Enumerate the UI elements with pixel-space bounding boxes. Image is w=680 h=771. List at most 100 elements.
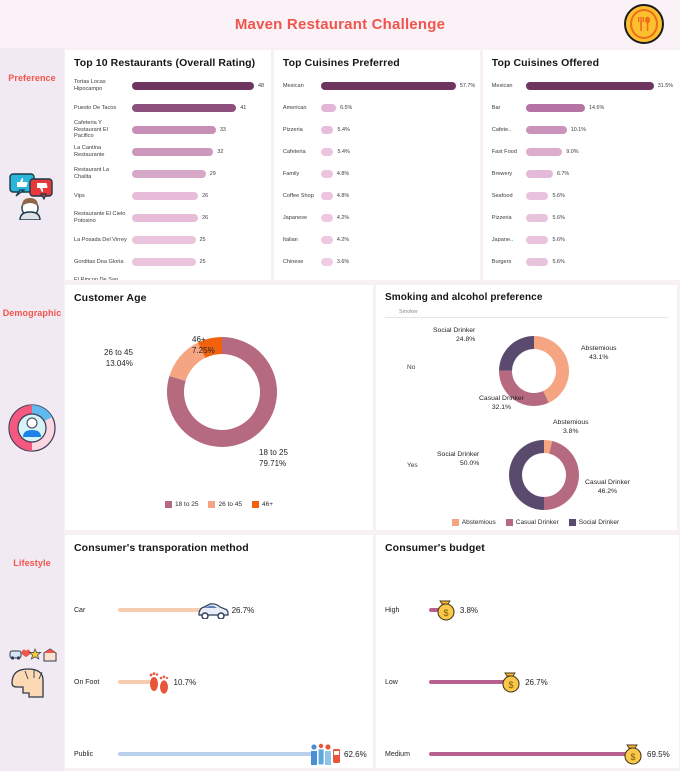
chart-top-restaurants: Tortas Locas Hipocampo 48 Puesto De Tacos 4… (74, 75, 264, 280)
lifestyle-row: Lifestyle Con (0, 533, 680, 771)
bar-track: 5.6% (525, 192, 680, 200)
bar-value-label: 3.6% (336, 259, 350, 265)
panel-title-smoking-alcohol: Smoking and alcohol preference (385, 292, 543, 303)
bar-category-label: Family (282, 170, 300, 177)
bar-pill (320, 148, 334, 156)
lifestyle-value-label: 26.7% (525, 677, 548, 687)
bar-pill (525, 126, 567, 134)
lifestyle-row: High $3.8% (385, 574, 670, 646)
sidebar-section-preference[interactable]: Preference (0, 48, 64, 283)
chart-cuisines-preferred: Mexican 57.7% American 6.5% Pizzeria 5.4% Cafe… (282, 75, 475, 280)
bar-track: 9.0% (525, 148, 680, 156)
bar-row: Italian 4.2% (283, 229, 471, 251)
lifestyle-bar (118, 608, 202, 612)
bar-value-label: 26 (202, 193, 209, 199)
chart-budget: High $3.8% Low $26.7% Medium $69.5% (385, 560, 670, 765)
bar-pill (320, 104, 337, 112)
legend-label: 46+ (261, 501, 274, 508)
lifestyle-bar (118, 680, 152, 684)
bar-value-label: 6.7% (556, 171, 570, 177)
bar-row: Fast Food 9.0% (492, 141, 680, 163)
donut-slice (509, 440, 544, 510)
bar-category-label: La Posada Del Virrey (74, 236, 127, 243)
bar-row: Seafood 5.6% (492, 185, 680, 207)
legend-drinker-item[interactable]: Abstemious (451, 519, 496, 526)
bar-value-label: 5.4% (337, 127, 350, 133)
legend-swatch (451, 519, 459, 526)
sidebar-item-label-lifestyle: Lifestyle (13, 558, 51, 568)
bar-category-label: Coffee Shop (282, 192, 314, 199)
restaurant-cutlery-logo (624, 4, 664, 44)
bar-value-label: 31.5% (657, 83, 674, 89)
donut-slice (169, 342, 206, 381)
donut-slice (167, 337, 277, 447)
bar-category-label: Bar (491, 104, 501, 111)
smoker-yes-label-social: Social Drinker 50.0% (437, 451, 480, 468)
lifestyle-value-label: 69.5% (647, 749, 670, 759)
sidebar-section-demographic[interactable]: Demographic (0, 283, 64, 533)
bar-value-label: 4.8% (336, 193, 350, 199)
lifestyle-category-label: Medium (385, 750, 410, 758)
bar-value-label: 5.4% (337, 149, 350, 155)
smoker-no-label-social: Social Drinker 24.8% (433, 327, 476, 344)
legend-label: Casual Drinker (515, 519, 559, 526)
bar-row: Burgers 5.6% (492, 251, 680, 273)
bar-row: Family 4.8% (283, 163, 471, 185)
public-transport-people-icon (308, 742, 342, 766)
bar-track: 25 (132, 258, 262, 266)
bar-value-label: 6.5% (340, 105, 353, 111)
smoker-no-label-casual: Casual Drinker 32.1% (479, 395, 524, 412)
lifestyle-category-label: High (385, 606, 400, 614)
legend-age-item[interactable]: 46+ (251, 501, 274, 508)
bar-value-label: 14.6% (589, 105, 605, 111)
bar-row: Cafeteria Y Restaurant El Pacifico 33 (74, 119, 262, 141)
bar-value-label: 4.2% (336, 237, 350, 243)
lifestyle-bar (429, 608, 440, 612)
bar-category-label: El Rincon De San Francisco (74, 277, 132, 280)
lifestyle-track: 26.7% (118, 601, 364, 619)
bar-value-label: 29 (209, 171, 216, 177)
panel-smoking-alcohol: Smoking and alcohol preference Smoker No… (376, 285, 677, 530)
fork-spoon-icon (638, 16, 650, 31)
bar-category-label: La Cantina Restaurante (74, 145, 105, 158)
age-label-46plus: 46+ 7.25% (192, 335, 215, 355)
smoker-yes-label-casual: Casual Drinker 46.2% (585, 479, 630, 496)
lifestyle-value-label: 3.8% (459, 605, 479, 615)
bar-category-label: Cafeteria Y Restaurant El Pacifico (74, 119, 108, 140)
bar-pill (132, 192, 199, 200)
bar-row: Burgers3.6% (283, 273, 471, 280)
bar-row: Gorditas Doa Gloria 25 (74, 251, 262, 273)
legend-swatch (505, 519, 513, 526)
legend-drinker-item[interactable]: Social Drinker (568, 519, 620, 526)
bar-pill (132, 170, 206, 178)
bar-value-label: 5.6% (552, 259, 565, 265)
footprints-icon (146, 670, 172, 694)
bar-value-label: 32 (217, 149, 224, 155)
donut-slice (499, 370, 549, 406)
bar-row: Cafeteria 5.4% (283, 141, 471, 163)
bar-row: Mexican 57.7% (283, 75, 475, 97)
bar-track: 6.5% (320, 104, 471, 112)
bar-track: 25 (132, 236, 262, 244)
panel-budget: Consumer's budget High $3.8% Low $26.7% Medi… (376, 535, 679, 768)
bar-pill (132, 82, 254, 90)
bar-value-label: 5.6% (552, 193, 565, 199)
panel-title-cuisines-preferred: Top Cuisines Preferred (282, 57, 400, 69)
bar-value-label: 41 (240, 105, 247, 111)
bar-row: La Posada Del Virrey 25 (74, 229, 262, 251)
lifestyle-row: Public 62.6% (74, 718, 367, 768)
panel-title-transportation: Consumer's transporation method (74, 542, 249, 554)
bar-track: 29 (132, 170, 262, 178)
legend-age-item[interactable]: 18 to 25 (164, 501, 198, 508)
lifestyle-bar (429, 680, 506, 684)
smoker-yes-donut (509, 440, 579, 510)
bar-row: Puesto De Tacos 41 (74, 97, 262, 119)
car-icon (196, 601, 230, 619)
legend-drinker-item[interactable]: Casual Drinker (505, 519, 559, 526)
sidebar-section-lifestyle[interactable]: Lifestyle (0, 533, 64, 771)
legend-age-item[interactable]: 26 to 45 (208, 501, 242, 508)
bar-pill (320, 236, 333, 244)
legend-label: Social Drinker (578, 519, 620, 526)
dashboard-header: Maven Restaurant Challenge (0, 0, 680, 48)
